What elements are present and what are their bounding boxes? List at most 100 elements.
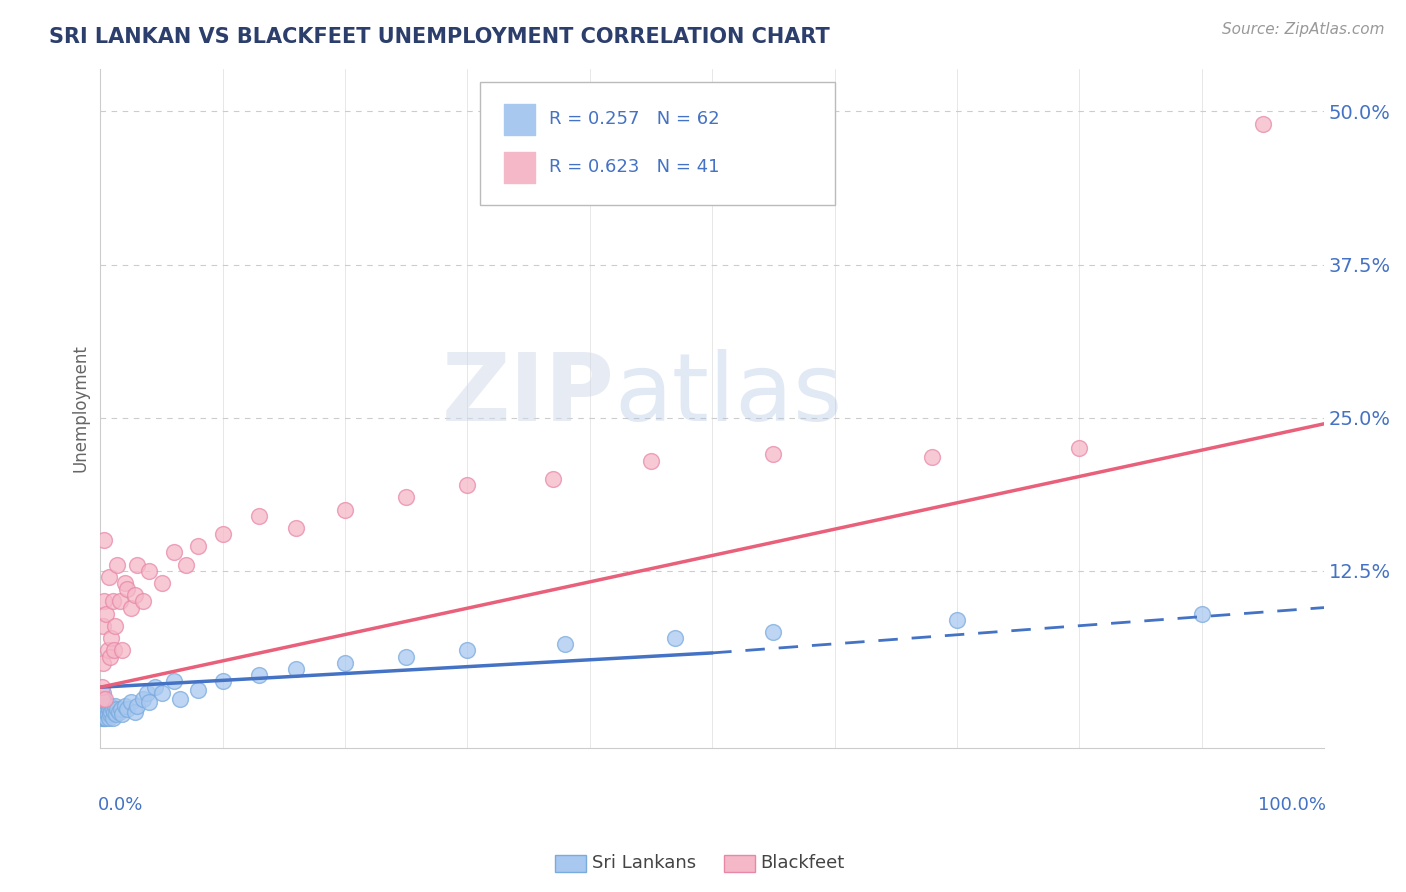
Text: atlas: atlas bbox=[614, 349, 842, 441]
Point bbox=[91, 711, 114, 725]
Point bbox=[93, 711, 115, 725]
Point bbox=[456, 643, 478, 657]
Point bbox=[103, 705, 125, 719]
FancyBboxPatch shape bbox=[505, 104, 534, 135]
Point bbox=[762, 625, 785, 640]
Point bbox=[94, 711, 117, 725]
Point bbox=[541, 472, 564, 486]
Point bbox=[1251, 117, 1274, 131]
Point bbox=[93, 702, 115, 716]
Point bbox=[395, 649, 418, 664]
Point bbox=[96, 711, 118, 725]
Point bbox=[124, 588, 146, 602]
Point bbox=[93, 707, 115, 722]
Point bbox=[97, 698, 120, 713]
Point bbox=[111, 707, 134, 722]
Point bbox=[285, 662, 308, 676]
Point bbox=[104, 698, 127, 713]
Point bbox=[554, 637, 576, 651]
Point bbox=[90, 692, 112, 706]
Point bbox=[91, 707, 114, 722]
Point bbox=[90, 692, 112, 706]
Point bbox=[90, 705, 112, 719]
Point bbox=[249, 668, 271, 682]
Point bbox=[125, 558, 148, 572]
Point bbox=[96, 705, 118, 719]
Point bbox=[90, 707, 112, 722]
Point bbox=[1191, 607, 1213, 621]
Point bbox=[187, 539, 209, 553]
Text: 0.0%: 0.0% bbox=[98, 796, 143, 814]
Point bbox=[90, 698, 112, 713]
Point bbox=[100, 631, 122, 645]
Point bbox=[174, 558, 197, 572]
Point bbox=[108, 594, 131, 608]
Point bbox=[395, 491, 418, 505]
Point bbox=[138, 695, 160, 709]
Point bbox=[97, 707, 120, 722]
Point bbox=[640, 453, 662, 467]
Point bbox=[91, 656, 114, 670]
Point bbox=[946, 613, 969, 627]
Point bbox=[132, 594, 155, 608]
Point bbox=[97, 711, 120, 725]
Point bbox=[150, 576, 173, 591]
Point bbox=[107, 702, 129, 716]
Point bbox=[103, 643, 125, 657]
Point bbox=[124, 705, 146, 719]
Point bbox=[101, 711, 124, 725]
Point bbox=[98, 707, 121, 722]
Point bbox=[333, 502, 356, 516]
Point bbox=[117, 702, 139, 716]
Point bbox=[114, 576, 136, 591]
Text: Blackfeet: Blackfeet bbox=[761, 855, 845, 872]
Point bbox=[91, 698, 114, 713]
Point bbox=[96, 698, 118, 713]
Point bbox=[211, 527, 233, 541]
Point bbox=[120, 695, 142, 709]
Point bbox=[91, 619, 114, 633]
Point bbox=[132, 692, 155, 706]
FancyBboxPatch shape bbox=[479, 82, 835, 204]
Point bbox=[93, 594, 115, 608]
Point bbox=[90, 680, 112, 694]
Text: 100.0%: 100.0% bbox=[1258, 796, 1326, 814]
Point bbox=[163, 545, 186, 559]
Point bbox=[762, 447, 785, 461]
Point bbox=[169, 692, 191, 706]
Point bbox=[125, 698, 148, 713]
Point bbox=[97, 702, 120, 716]
Point bbox=[105, 707, 128, 722]
Point bbox=[135, 686, 157, 700]
Point bbox=[91, 692, 114, 706]
Point bbox=[90, 702, 112, 716]
Point bbox=[97, 643, 120, 657]
Text: R = 0.623   N = 41: R = 0.623 N = 41 bbox=[550, 158, 720, 177]
Point bbox=[97, 570, 120, 584]
Point bbox=[107, 558, 129, 572]
Point bbox=[120, 600, 142, 615]
Point bbox=[91, 705, 114, 719]
Point bbox=[664, 631, 686, 645]
Point bbox=[138, 564, 160, 578]
Point bbox=[456, 478, 478, 492]
Text: R = 0.257   N = 62: R = 0.257 N = 62 bbox=[550, 111, 720, 128]
Point bbox=[150, 686, 173, 700]
Point bbox=[107, 705, 129, 719]
Point bbox=[96, 607, 118, 621]
Point bbox=[117, 582, 139, 597]
Text: Source: ZipAtlas.com: Source: ZipAtlas.com bbox=[1222, 22, 1385, 37]
Point bbox=[114, 698, 136, 713]
Point bbox=[101, 702, 124, 716]
Point bbox=[249, 508, 271, 523]
Point bbox=[163, 674, 186, 689]
Point bbox=[94, 692, 117, 706]
Point bbox=[100, 705, 122, 719]
Point bbox=[93, 695, 115, 709]
Point bbox=[101, 594, 124, 608]
Point bbox=[187, 682, 209, 697]
Point bbox=[285, 521, 308, 535]
Text: SRI LANKAN VS BLACKFEET UNEMPLOYMENT CORRELATION CHART: SRI LANKAN VS BLACKFEET UNEMPLOYMENT COR… bbox=[49, 27, 830, 46]
Point bbox=[90, 711, 112, 725]
Point bbox=[145, 680, 167, 694]
